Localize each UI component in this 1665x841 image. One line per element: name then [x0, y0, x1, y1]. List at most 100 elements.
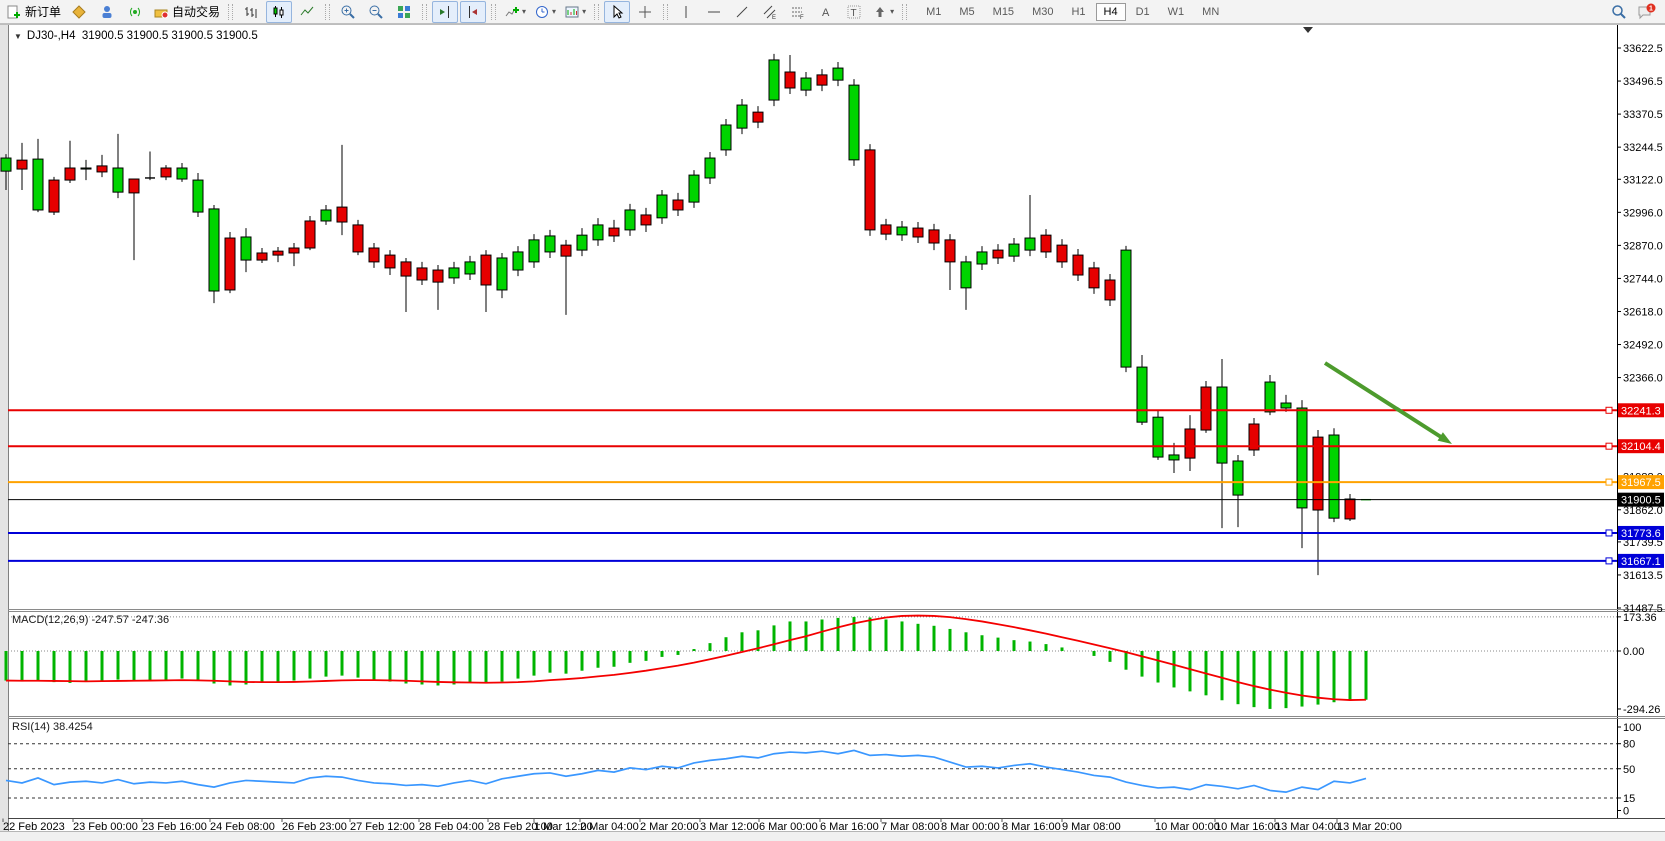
candle-body	[992, 249, 1004, 259]
horizontal-line-button[interactable]	[701, 1, 727, 23]
chat-bubble-icon: 1	[1637, 3, 1657, 21]
level-handle[interactable]	[1605, 529, 1613, 537]
time-axis-label: 6 Mar 00:00	[759, 821, 818, 833]
timeframe-m30[interactable]: M30	[1032, 5, 1054, 18]
candle-body	[896, 226, 908, 236]
candle-body	[848, 84, 860, 161]
candle-body	[112, 167, 124, 193]
macd-axis-tick: 173.36	[1623, 612, 1657, 624]
zoom-out-icon	[368, 4, 384, 20]
candle-body	[336, 206, 348, 223]
timeframe-m5[interactable]: M5	[959, 5, 975, 18]
price-level-badge-text: 31967.5	[1621, 477, 1661, 489]
chart-shift-icon	[437, 4, 453, 20]
template-button[interactable]: ▾	[561, 1, 589, 23]
crosshair-button[interactable]	[632, 1, 658, 23]
macd-indicator-label: MACD(12,26,9) -247.57 -247.36	[12, 614, 170, 626]
collapse-arrow-icon[interactable]: ▼	[14, 32, 22, 41]
market-watch-button[interactable]	[66, 1, 92, 23]
candle-body	[752, 111, 764, 123]
text-button[interactable]: A	[813, 1, 839, 23]
time-axis-label: 7 Mar 08:00	[881, 821, 940, 833]
price-axis-tick: 33244.5	[1623, 142, 1663, 154]
timeframe-d1[interactable]: D1	[1135, 5, 1150, 18]
notifications-button[interactable]: 1	[1634, 1, 1660, 23]
vertical-line-button[interactable]	[673, 1, 699, 23]
chevron-down-icon: ▾	[552, 7, 557, 16]
text-label-button[interactable]: T	[841, 1, 867, 23]
cursor-button[interactable]	[604, 0, 631, 23]
timeframe-w1[interactable]: W1	[1167, 5, 1185, 18]
candle-body	[0, 157, 12, 172]
level-handle[interactable]	[1605, 557, 1613, 565]
time-axis-label: 10 Mar 00:00	[1155, 821, 1220, 833]
data-window-button[interactable]	[94, 1, 120, 23]
add-indicator-button[interactable]: ▾	[501, 1, 529, 23]
bar-chart-button[interactable]	[238, 1, 264, 23]
chart-background[interactable]	[8, 25, 1665, 831]
candle-body	[352, 224, 364, 253]
level-handle[interactable]	[1605, 406, 1613, 414]
auto-scroll-button[interactable]	[460, 0, 487, 23]
search-button[interactable]	[1606, 1, 1632, 23]
fibonacci-button[interactable]: F	[785, 1, 811, 23]
channel-button[interactable]: E	[757, 1, 783, 23]
trend-arrow-annotation[interactable]	[1323, 361, 1452, 444]
level-handle[interactable]	[1605, 478, 1613, 486]
line-chart-button[interactable]	[294, 1, 320, 23]
candle-body	[960, 261, 972, 289]
auto-trading-button[interactable]: 自动交易	[150, 1, 223, 23]
price-level-badge	[1618, 475, 1664, 490]
time-axis-label: 28 Feb 20:00	[488, 821, 553, 833]
price-level-badge-text: 31667.1	[1621, 556, 1661, 568]
price-axis-tick: 32618.0	[1623, 306, 1663, 318]
time-axis-label: 28 Feb 04:00	[419, 821, 484, 833]
trendline-button[interactable]	[729, 1, 755, 23]
zoom-out-button[interactable]	[363, 1, 389, 23]
candle-body	[768, 59, 780, 101]
candle-body	[624, 209, 636, 231]
toolbar-grip	[325, 3, 331, 20]
candlestick-chart-button[interactable]	[266, 0, 293, 23]
tile-windows-button[interactable]	[391, 1, 417, 23]
candle-body	[704, 157, 716, 179]
candle-body	[784, 71, 796, 89]
price-level-badge-text: 32241.3	[1621, 405, 1661, 417]
candle-body	[304, 220, 316, 249]
arrow-shapes-button[interactable]: ▾	[869, 1, 897, 23]
time-axis-label: 23 Feb 00:00	[73, 821, 138, 833]
svg-text:E: E	[772, 15, 776, 20]
timeframe-h4[interactable]: H4	[1095, 2, 1126, 21]
time-axis-label: 22 Feb 2023	[3, 821, 65, 833]
time-axis[interactable]: 22 Feb 2023 23 Feb 00:00 23 Feb 16:00 24 Fe…	[2, 818, 1402, 834]
candle-body	[592, 224, 604, 241]
chart-shift-marker[interactable]	[1303, 27, 1313, 33]
periods-button[interactable]: ▾	[531, 1, 559, 23]
price-level-badge	[1618, 403, 1664, 418]
svg-text:T: T	[851, 8, 857, 19]
level-handle[interactable]	[1605, 442, 1613, 450]
text-icon: A	[818, 4, 834, 20]
new-order-button[interactable]: 新订单	[3, 1, 64, 23]
candle-body	[544, 235, 556, 253]
price-axis-tick: 31487.5	[1623, 603, 1663, 615]
candle-body	[800, 77, 812, 91]
candle-body	[80, 167, 92, 170]
price-axis-tick: 32870.0	[1623, 240, 1663, 252]
candle-body	[1024, 237, 1036, 251]
candle-body	[416, 267, 428, 281]
time-axis-label: 13 Mar 04:00	[1275, 821, 1340, 833]
strategy-tester-button[interactable]	[122, 1, 148, 23]
timeframe-m1[interactable]: M1	[926, 5, 942, 18]
candle-body	[1328, 434, 1340, 519]
timeframe-h1[interactable]: H1	[1071, 5, 1086, 18]
timeframe-m15[interactable]: M15	[992, 5, 1015, 18]
timeframe-mn[interactable]: MN	[1202, 5, 1220, 18]
chart-shift-button[interactable]	[432, 0, 459, 23]
candle-body	[16, 159, 28, 170]
zoom-in-button[interactable]	[335, 1, 361, 23]
price-level-badge-text: 31900.5	[1621, 495, 1661, 507]
candle-body	[1104, 279, 1116, 301]
candle-body	[1200, 386, 1212, 431]
